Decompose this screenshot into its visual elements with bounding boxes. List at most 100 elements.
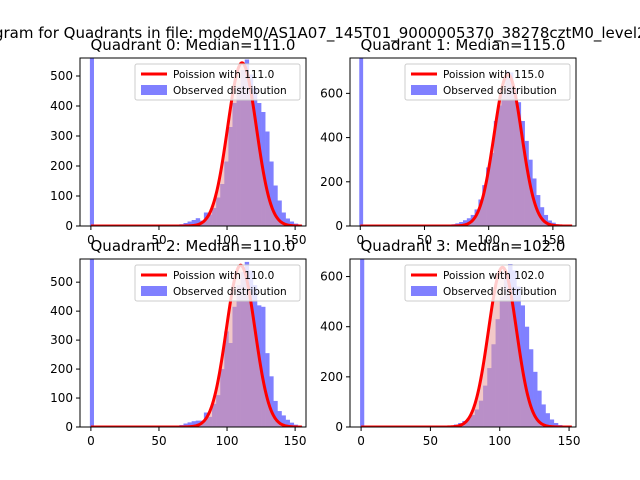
y-tick-label: 500 — [50, 275, 73, 289]
legend-box — [404, 264, 571, 302]
hist-bar — [285, 218, 290, 226]
hist-bar — [261, 306, 266, 427]
x-tick-label: 100 — [216, 434, 239, 448]
x-tick-label: 0 — [87, 233, 95, 247]
y-tick-label: 200 — [50, 362, 73, 376]
x-tick-label: 100 — [216, 233, 239, 247]
figure-title: Counts histogram for Quadrants in file: … — [0, 24, 640, 43]
x-tick-label: 0 — [356, 233, 364, 247]
subplot-1: 0 50 100 150 0 200 400 600 Poission with 115.0 Ob… — [320, 36, 577, 247]
y-tick-label: 600 — [320, 270, 343, 284]
poisson-fit-line — [360, 72, 573, 226]
subplot-title: Quadrant 3: Median=102.0 — [361, 237, 566, 255]
x-tick-label: 100 — [477, 233, 500, 247]
x-tick-label: 0 — [357, 434, 365, 448]
hist-bar — [269, 376, 274, 427]
x-tick-label: 50 — [151, 434, 166, 448]
x-tick-label: 150 — [284, 233, 307, 247]
y-tick-label: 100 — [50, 189, 73, 203]
hist-bar — [545, 413, 550, 427]
hist-bar — [265, 131, 270, 226]
hist-bar — [524, 326, 530, 427]
hist-bar — [269, 161, 274, 226]
fit-fill-area — [90, 265, 302, 427]
y-tick-label: 600 — [320, 86, 343, 100]
hist-bar — [285, 419, 290, 427]
y-tick-label: 500 — [50, 69, 73, 83]
hist-bar — [528, 349, 534, 427]
y-tick-label: 0 — [335, 219, 343, 233]
hist-bar-zero — [360, 259, 365, 427]
legend-hist-swatch — [411, 286, 437, 296]
legend-fit-label: Poission with 102.0 — [443, 270, 544, 282]
hist-bar — [273, 185, 278, 226]
y-tick-label: 400 — [320, 131, 343, 145]
subplot-0: 0 50 100 150 0 100 200 300 400 500 Poission with 1… — [50, 36, 306, 247]
hist-bar-zero — [359, 58, 364, 226]
legend-box — [134, 63, 301, 101]
hist-bar — [191, 220, 197, 226]
x-tick-label: 150 — [558, 434, 581, 448]
y-tick-label: 200 — [50, 159, 73, 173]
hist-bar — [533, 371, 538, 427]
hist-bar — [281, 212, 286, 226]
plot-area — [89, 58, 303, 226]
x-tick-label: 100 — [488, 434, 511, 448]
hist-bar — [537, 390, 542, 427]
y-tick-label: 200 — [320, 370, 343, 384]
x-tick-label: 0 — [87, 434, 95, 448]
hist-bar — [543, 214, 549, 226]
legend-box — [404, 63, 571, 101]
legend-fit-label: Poission with 115.0 — [443, 69, 544, 81]
hist-bar — [183, 423, 188, 427]
y-tick-label: 400 — [320, 320, 343, 334]
hist-bar — [265, 353, 270, 427]
hist-bar — [281, 415, 286, 427]
hist-bar-zero — [89, 58, 94, 226]
y-tick-label: 0 — [65, 420, 73, 434]
x-tick-label: 50 — [417, 233, 432, 247]
hist-bar — [187, 221, 192, 226]
y-tick-label: 100 — [50, 391, 73, 405]
x-tick-label: 50 — [151, 233, 166, 247]
axes-frame — [349, 258, 577, 428]
hist-bar — [273, 400, 278, 427]
hist-bar — [549, 419, 555, 427]
y-tick-label: 300 — [50, 333, 73, 347]
subplot-2: 0 50 100 150 0 100 200 300 400 500 Poission with 1… — [50, 237, 306, 448]
subplot-title: Quadrant 0: Median=111.0 — [91, 36, 296, 54]
axes-frame — [79, 57, 307, 227]
legend-hist-label: Observed distribution — [443, 85, 557, 97]
hist-bar — [463, 220, 468, 226]
plot-area — [360, 259, 572, 427]
hist-bar — [187, 422, 192, 427]
y-tick-label: 300 — [50, 129, 73, 143]
y-tick-label: 400 — [50, 304, 73, 318]
x-tick-label: 50 — [423, 434, 438, 448]
hist-bar — [553, 422, 559, 427]
axes-frame — [349, 57, 577, 227]
fit-fill-area — [361, 267, 572, 427]
poisson-fit-line — [90, 61, 302, 226]
legend-fit-label: Poission with 111.0 — [173, 69, 274, 81]
hist-bar — [289, 221, 295, 226]
y-tick-label: 400 — [50, 99, 73, 113]
legend-hist-label: Observed distribution — [173, 286, 287, 298]
y-tick-label: 0 — [335, 420, 343, 434]
hist-bar — [277, 411, 282, 427]
poisson-fit-line — [361, 265, 572, 427]
hist-bar — [195, 218, 201, 226]
x-tick-label: 150 — [284, 434, 307, 448]
legend-hist-label: Observed distribution — [443, 286, 557, 298]
legend-hist-label: Observed distribution — [173, 85, 287, 97]
subplot-title: Quadrant 2: Median=110.0 — [91, 237, 296, 255]
fit-fill-area — [90, 62, 302, 226]
hist-bar — [541, 404, 546, 427]
x-tick-label: 150 — [541, 233, 564, 247]
subplot-title: Quadrant 1: Median=115.0 — [361, 36, 566, 54]
plot-area — [89, 259, 303, 427]
hist-bar — [191, 421, 197, 427]
legend-fit-label: Poission with 110.0 — [173, 270, 274, 282]
y-tick-label: 200 — [320, 175, 343, 189]
